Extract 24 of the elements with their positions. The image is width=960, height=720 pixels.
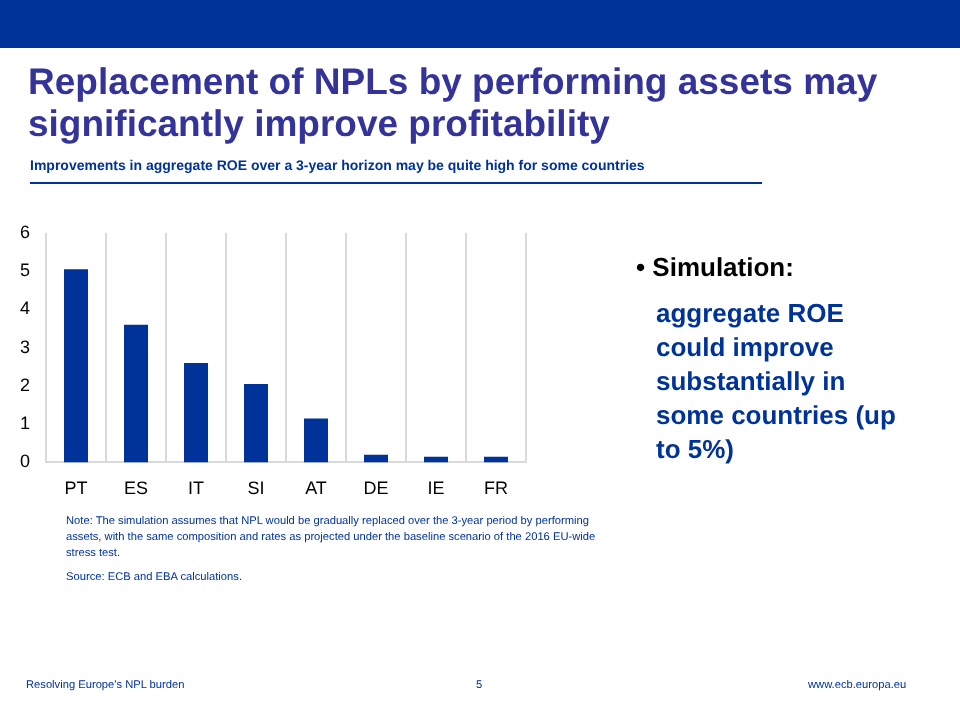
x-tick-label: PT xyxy=(64,478,89,499)
chart-title: Replacement of NPLs by performing assets may significantly improve profitability xyxy=(28,60,880,144)
bar xyxy=(64,269,89,463)
text: aggregate ROE could improve substantially in some countries (up to 5%) xyxy=(656,296,896,466)
bar xyxy=(124,324,149,463)
x-tick-label: DE xyxy=(363,478,389,499)
x-tick-label: AT xyxy=(305,478,328,499)
x-tick-label: SI xyxy=(247,478,265,499)
x-tick-label: FR xyxy=(484,478,509,499)
x-tick-label: IE xyxy=(427,478,445,499)
y-tick-label: 3 xyxy=(19,336,31,357)
y-tick-label: 6 xyxy=(19,221,31,242)
x-tick-label: IT xyxy=(188,478,206,499)
y-tick-label: 2 xyxy=(19,374,31,395)
y-tick-label: 1 xyxy=(19,413,31,434)
y-tick-label: 5 xyxy=(19,260,31,281)
text: • Simulation: xyxy=(636,252,796,282)
bar xyxy=(364,454,388,463)
bar xyxy=(304,418,328,463)
x-tick-label: ES xyxy=(123,478,149,499)
bar xyxy=(184,362,209,463)
bar xyxy=(244,383,269,463)
y-tick-label: 4 xyxy=(19,298,31,319)
y-tick-label: 0 xyxy=(19,451,31,472)
